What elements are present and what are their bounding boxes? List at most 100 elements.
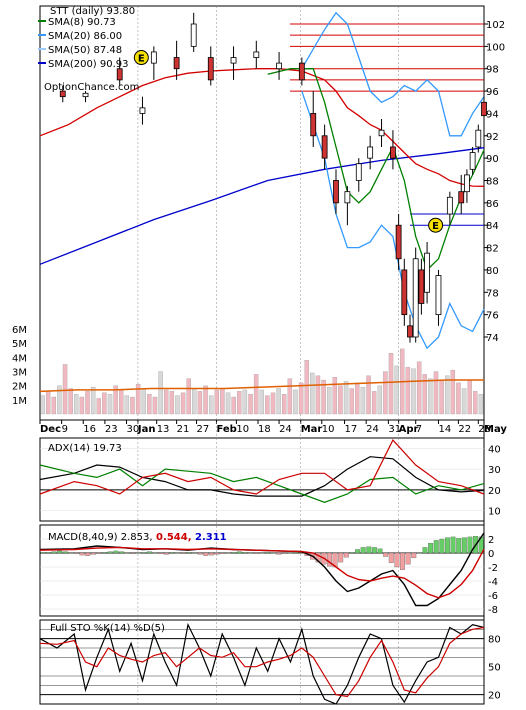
volume-bar <box>102 392 107 415</box>
macd-histogram-bar <box>248 552 254 554</box>
macd-histogram-bar <box>169 552 175 554</box>
volume-tick-label: 3M <box>12 368 27 379</box>
macd-histogram-bar <box>445 537 450 554</box>
x-tick-label: 28 <box>478 424 491 435</box>
volume-bar <box>287 378 293 415</box>
x-tick-label: Jan <box>137 424 156 435</box>
candle-body <box>190 23 197 47</box>
volume-bar <box>282 394 287 415</box>
macd-histogram-bar <box>124 552 130 554</box>
candle-body <box>310 113 317 137</box>
volume-bar <box>270 392 276 415</box>
macd-histogram-bar <box>416 552 422 554</box>
candle-body <box>418 269 425 304</box>
volume-bar <box>237 391 242 415</box>
candle-body <box>333 180 339 204</box>
macd-histogram-bar <box>293 552 299 554</box>
legend-label: SMA(200) 90.93 <box>48 59 129 70</box>
macd-histogram-bar <box>141 552 147 554</box>
macd-histogram-bar <box>186 552 192 554</box>
candle-body <box>207 57 214 81</box>
price-tick-label: 92 <box>486 132 499 143</box>
x-tick-label: 22 <box>458 424 471 435</box>
macd-histogram-bar <box>158 552 164 554</box>
candle-body <box>464 174 470 193</box>
x-tick-label: 23 <box>105 424 118 435</box>
volume-tick-label: 4M <box>12 353 27 364</box>
macd-histogram-bar <box>394 552 400 568</box>
series-sma-200- <box>39 147 485 265</box>
macd-histogram-bar <box>298 552 304 554</box>
macd-histogram-bar <box>214 552 220 555</box>
macd-histogram-bar <box>197 552 203 555</box>
volume-bar <box>45 391 51 415</box>
macd-histogram-bar <box>152 552 158 554</box>
marks <box>39 11 487 705</box>
volume-bar <box>130 396 135 415</box>
macd-histogram-bar <box>237 551 242 554</box>
volume-bar <box>298 382 304 415</box>
sto-series--k <box>39 622 485 705</box>
x-tick-label: Dec <box>40 424 61 435</box>
x-tick-label: Mar <box>301 424 323 435</box>
macd-histogram-bar <box>411 552 417 559</box>
macd-histogram-bar <box>57 550 63 554</box>
macd-histogram-bar <box>433 540 439 554</box>
candle-body <box>395 224 402 260</box>
macd-histogram-bar <box>371 547 377 554</box>
volume-bar <box>428 378 433 415</box>
macd-histogram-bar <box>85 552 91 556</box>
x-tick-label: 16 <box>83 424 96 435</box>
candle-body <box>276 62 282 70</box>
volume-bar <box>163 389 169 415</box>
volume-bar <box>68 388 73 415</box>
volume-bar <box>439 379 444 415</box>
macd-histogram-bar <box>400 552 405 570</box>
price-tick-label: 90 <box>486 154 499 165</box>
volume-bar <box>360 386 366 415</box>
macd-histogram-bar <box>461 537 467 554</box>
macd-histogram-bar <box>282 552 287 554</box>
sto-tick-label: 50 <box>488 663 501 674</box>
volume-bar <box>310 372 315 415</box>
volume-average-line <box>39 379 484 393</box>
macd-histogram-bar <box>225 552 231 554</box>
macd-histogram-bar <box>147 551 153 554</box>
candle-body <box>344 191 351 204</box>
macd-histogram-bar <box>45 552 51 554</box>
x-tick-label: 24 <box>366 424 379 435</box>
volume-bar <box>180 392 186 415</box>
x-tick-label: Apr <box>399 424 419 435</box>
volume-tick-label: 6M <box>12 325 27 336</box>
macd-histogram-bar <box>180 552 186 554</box>
price-tick-label: 74 <box>486 333 499 344</box>
macd-histogram-bar <box>355 549 361 554</box>
x-tick-label: 30 <box>127 424 140 435</box>
macd-histogram-bar <box>135 552 141 554</box>
earnings-marker <box>428 217 444 233</box>
macd-tick-label: -2 <box>488 563 498 574</box>
macd-histogram-bar <box>377 548 383 554</box>
macd-histogram-bar <box>265 552 271 554</box>
volume-bar <box>158 371 163 415</box>
volume-bar <box>253 374 259 415</box>
price-tick-label: 96 <box>486 87 499 98</box>
volume-bar <box>74 394 79 415</box>
macd-tick-label: 0 <box>488 549 494 560</box>
x-tick-label: Feb <box>216 424 236 435</box>
candle-body <box>424 252 430 293</box>
candle-body <box>481 101 487 117</box>
adx-series-adx <box>39 456 485 497</box>
volume-bar <box>422 374 427 415</box>
candle-body <box>435 275 442 316</box>
volume-bar <box>79 396 85 415</box>
volume-bar <box>119 389 124 415</box>
macd-histogram-bar <box>383 552 389 557</box>
volume-bar <box>416 361 422 415</box>
volume-bar <box>85 391 90 415</box>
macd-tick-label: -6 <box>488 591 498 602</box>
candle-body <box>321 135 328 159</box>
macd-histogram-bar <box>450 536 456 554</box>
macd-histogram-bar <box>428 543 434 554</box>
